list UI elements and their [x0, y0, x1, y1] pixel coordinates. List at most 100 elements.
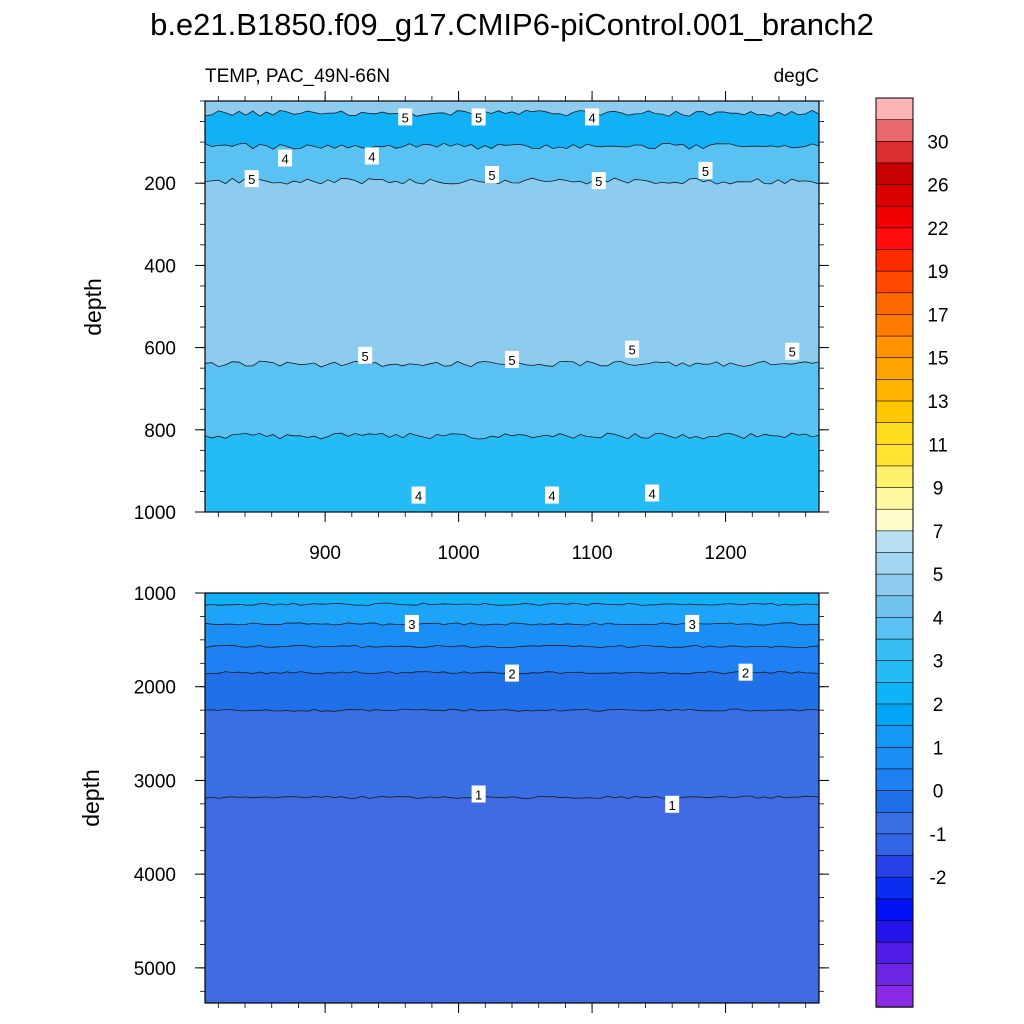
- colorbar-swatch: [875, 573, 914, 597]
- colorbar-swatch: [875, 97, 914, 121]
- colorbar-swatch: [875, 985, 914, 1008]
- colorbar-swatch: [875, 162, 914, 186]
- contour-label: 4: [645, 484, 660, 502]
- y-tick-label: 3000: [134, 771, 176, 792]
- contour-label: 4: [364, 147, 379, 165]
- contour-band: [205, 143, 819, 190]
- colorbar-swatch: [875, 119, 914, 142]
- colorbar-label: 17: [927, 305, 948, 326]
- colorbar-label: 5: [933, 565, 944, 586]
- contour-label: 5: [785, 342, 800, 360]
- contour-band: [205, 433, 819, 512]
- y-tick-label: 5000: [134, 959, 176, 980]
- colorbar-swatch: [875, 963, 914, 987]
- y-tick-label: 1000: [134, 503, 176, 524]
- colorbar-swatch: [875, 400, 914, 424]
- contour-line: [205, 644, 819, 649]
- svg-text:1: 1: [669, 798, 676, 813]
- contour-label: 3: [404, 614, 419, 632]
- colorbar-swatch: [875, 855, 914, 878]
- contour-label: 2: [738, 663, 753, 681]
- svg-text:3: 3: [689, 617, 696, 632]
- svg-text:5: 5: [362, 349, 369, 364]
- colorbar-swatch: [875, 443, 914, 467]
- contour-label: 5: [398, 108, 413, 126]
- svg-text:5: 5: [402, 110, 409, 125]
- contour-band: [205, 178, 819, 372]
- colorbar-swatch: [875, 703, 914, 727]
- colorbar-swatch: [875, 552, 914, 575]
- colorbar-label: -1: [930, 825, 947, 846]
- colorbar-label: 0: [933, 782, 944, 803]
- colorbar-label: 15: [927, 349, 948, 370]
- contour-label: 4: [278, 149, 293, 167]
- colorbar-label: 19: [927, 262, 948, 283]
- colorbar-swatch: [875, 682, 914, 705]
- svg-text:4: 4: [548, 489, 555, 504]
- svg-text:5: 5: [475, 110, 482, 125]
- svg-text:4: 4: [649, 487, 656, 502]
- colorbar-swatch: [875, 660, 914, 684]
- colorbar: 30 26 22 19 17 15 13 11 9 7 5 4 3 2 1 0 -1 -2: [875, 97, 949, 1008]
- colorbar-label: 1: [933, 738, 944, 759]
- colorbar-swatch: [875, 508, 914, 532]
- svg-text:2: 2: [508, 667, 515, 682]
- colorbar-swatch: [875, 465, 914, 489]
- svg-text:3: 3: [408, 617, 415, 632]
- colorbar-swatch: [875, 833, 914, 857]
- svg-text:5: 5: [595, 174, 602, 189]
- svg-text:5: 5: [508, 353, 515, 368]
- svg-text:5: 5: [702, 164, 709, 179]
- colorbar-swatch: [875, 617, 914, 640]
- contour-label: 4: [585, 108, 600, 126]
- svg-text:4: 4: [368, 149, 375, 164]
- contour-label: 5: [625, 340, 640, 358]
- left-string: TEMP, PAC_49N-66N: [205, 66, 390, 87]
- svg-text:5: 5: [789, 345, 796, 360]
- colorbar-swatch: [875, 876, 914, 900]
- colorbar-swatch: [875, 270, 914, 294]
- colorbar-swatch: [875, 811, 914, 835]
- contour-label: 5: [358, 346, 373, 364]
- colorbar-label: 4: [933, 608, 944, 629]
- colorbar-swatch: [875, 487, 914, 510]
- contour-band: [205, 361, 819, 444]
- contour-label: 5: [591, 172, 606, 190]
- svg-text:2: 2: [742, 666, 749, 681]
- svg-text:4: 4: [588, 110, 595, 125]
- svg-text:4: 4: [281, 152, 288, 167]
- colorbar-label: 22: [927, 219, 948, 240]
- contour-line: [205, 602, 819, 606]
- colorbar-swatch: [875, 768, 914, 792]
- x-tick-label: 1100: [572, 543, 613, 564]
- colorbar-label: 11: [928, 435, 948, 456]
- colorbar-swatch: [875, 140, 914, 164]
- colorbar-label: 7: [933, 522, 944, 543]
- contour-label: 5: [698, 161, 713, 179]
- y-tick-label: 800: [144, 421, 176, 442]
- contour-label: 5: [484, 165, 499, 183]
- colorbar-label: 26: [927, 176, 948, 197]
- colorbar-swatch: [875, 249, 914, 272]
- colorbar-swatch: [875, 725, 914, 748]
- colorbar-swatch: [875, 638, 914, 662]
- contour-label: 1: [471, 785, 486, 803]
- colorbar-swatch: [875, 314, 914, 337]
- y-tick-label: 4000: [134, 865, 176, 886]
- upper-panel: 5 5 4 4 4 5 5 5 5 5 5 5 5 4 4 4 200 400 600 800 1000 900 1000 1…: [134, 91, 829, 564]
- colorbar-swatch: [875, 746, 914, 770]
- chart-title: b.e21.B1850.f09_g17.CMIP6-piControl.001_…: [150, 7, 874, 42]
- colorbar-swatch: [875, 790, 914, 813]
- colorbar-swatch: [875, 595, 914, 619]
- colorbar-swatch: [875, 379, 914, 402]
- svg-text:4: 4: [415, 489, 422, 504]
- colorbar-swatch: [875, 292, 914, 316]
- svg-text:5: 5: [248, 172, 255, 187]
- lower-y-axis-label: depth: [78, 769, 104, 827]
- x-tick-label: 1200: [704, 543, 746, 564]
- contour-label: 4: [411, 486, 426, 504]
- contour-label: 4: [545, 486, 560, 504]
- lower-panel: 3 3 2 2 1 1 1000 2000 3000 4000 5000: [134, 584, 829, 1013]
- contour-line: [205, 708, 819, 712]
